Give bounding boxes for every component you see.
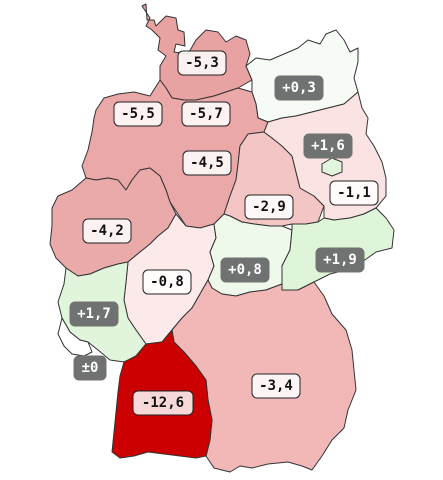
label-baden-wuerttemberg: -12,6	[132, 390, 194, 416]
label-text-thueringen: +0,8	[228, 262, 262, 278]
label-text-schleswig-holstein: -5,3	[185, 55, 219, 71]
label-nordrhein-westfalen: -4,2	[82, 218, 132, 244]
label-text-mecklenburg-vorpommern: +0,3	[282, 80, 316, 96]
label-rheinland-pfalz: +1,7	[69, 301, 119, 327]
label-text-rheinland-pfalz: +1,7	[77, 306, 111, 322]
label-bremen: -5,7	[181, 101, 231, 127]
label-sachsen: +1,9	[315, 247, 365, 273]
label-text-sachsen: +1,9	[323, 252, 357, 268]
region-saarland[interactable]	[57, 317, 93, 357]
label-bayern: -3,4	[251, 373, 301, 399]
label-hessen: -0,8	[142, 269, 192, 295]
label-text-baden-wuerttemberg: -12,6	[142, 395, 184, 411]
label-text-brandenburg: -1,1	[337, 185, 371, 201]
label-hamburg: -5,5	[113, 101, 163, 127]
label-mecklenburg-vorpommern: +0,3	[274, 75, 324, 101]
region-thueringen[interactable]	[207, 213, 293, 297]
label-text-bayern: -3,4	[259, 378, 293, 394]
label-text-berlin: +1,6	[311, 138, 345, 154]
label-text-sachsen-anhalt: -2,9	[252, 199, 286, 215]
label-saarland: ±0	[73, 355, 107, 381]
label-brandenburg: -1,1	[329, 180, 379, 206]
label-niedersachsen: -4,5	[182, 150, 232, 176]
label-thueringen: +0,8	[220, 257, 270, 283]
label-text-bremen: -5,7	[189, 106, 223, 122]
labels-layer: -5,3 +0,3 -5,5 -5,7 -4,5 +1,6 -1,1 -2,9	[69, 50, 379, 416]
label-text-niedersachsen: -4,5	[190, 155, 224, 171]
label-berlin: +1,6	[303, 133, 353, 159]
label-text-hamburg: -5,5	[121, 106, 155, 122]
label-text-saarland: ±0	[82, 360, 99, 376]
label-text-nordrhein-westfalen: -4,2	[90, 223, 124, 239]
label-text-hessen: -0,8	[150, 274, 184, 290]
label-schleswig-holstein: -5,3	[177, 50, 227, 76]
label-sachsen-anhalt: -2,9	[244, 194, 294, 220]
